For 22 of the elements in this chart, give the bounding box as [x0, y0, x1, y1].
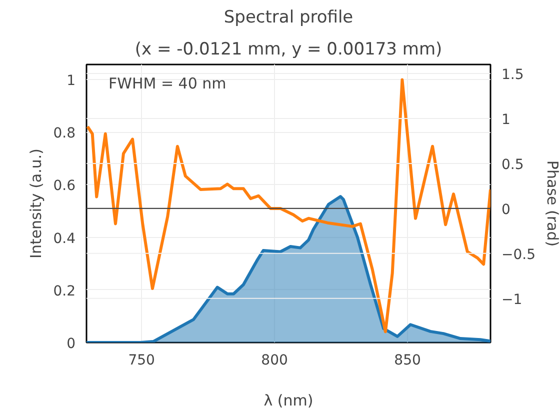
y-axis-title: Intensity (a.u.) — [27, 148, 46, 258]
chart-subtitle: (x = -0.0121 mm, y = 0.00173 mm) — [134, 40, 442, 60]
x-tick-label: 750 — [128, 352, 155, 368]
y-tick-label: 1 — [66, 72, 76, 89]
y2-tick-label: −0.5 — [502, 246, 536, 263]
annotation: FWHM = 40 nm — [108, 74, 226, 92]
y-tick-label: 0.2 — [53, 283, 76, 300]
line-series — [86, 78, 490, 334]
y2-axis-title: Phase (rad) — [543, 160, 560, 247]
y2-tick-label: 0.5 — [502, 156, 524, 173]
y-tick-label: 0.6 — [53, 178, 76, 194]
y2-tick-label: −1 — [502, 292, 522, 308]
y2-tick-label: 0 — [502, 202, 510, 218]
y2-tick-label: 1.5 — [502, 66, 524, 83]
y-tick-label: 0 — [66, 336, 76, 352]
x-tick-label: 800 — [261, 352, 288, 368]
x-axis-title: λ (nm) — [264, 392, 314, 410]
y-tick-label: 0.4 — [53, 230, 76, 247]
y-tick-label: 0.8 — [53, 126, 76, 142]
chart-title: Spectral profile — [224, 8, 354, 28]
y2-tick-label: 1 — [502, 112, 510, 128]
x-tick-label: 850 — [394, 352, 421, 368]
